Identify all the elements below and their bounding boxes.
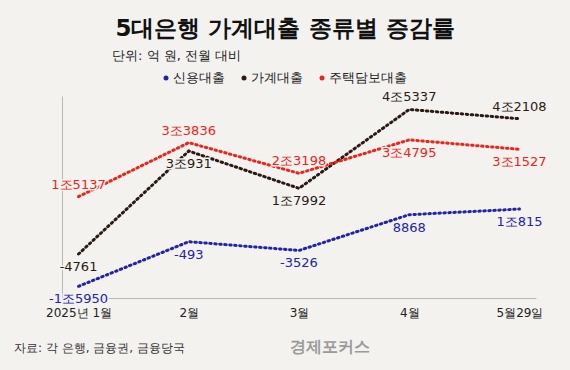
series-line — [79, 140, 520, 197]
x-tick: 2월 — [179, 298, 199, 320]
legend-label: 신용대출 — [173, 70, 225, 85]
data-label: -493 — [174, 247, 204, 262]
x-tick-label: 2월 — [179, 306, 199, 320]
data-label: 1조7992 — [272, 193, 326, 208]
source: 자료: 각 은행, 금융권, 금융당국 — [14, 341, 185, 355]
x-tick: 5월29일 — [497, 298, 544, 320]
plot-area — [79, 109, 520, 286]
data-label: 8868 — [393, 220, 426, 235]
legend-item: 가계대출 — [242, 70, 304, 85]
x-tick-label: 5월29일 — [497, 306, 544, 320]
data-label: 1조5137 — [51, 177, 105, 192]
data-label: 4조5337 — [382, 89, 436, 104]
chart: 5대은행 가계대출 종류별 증감률단위: 억 원, 전월 대비신용대출 가계대출 주… — [0, 0, 570, 370]
subtitle: 단위: 억 원, 전월 대비 — [112, 48, 241, 63]
data-label: 3조1527 — [492, 154, 546, 169]
data-label: -1조5950 — [49, 291, 108, 306]
legend-item: 주택담보대출 — [320, 70, 408, 85]
legend-label: 가계대출 — [251, 70, 303, 85]
legend-swatch — [164, 76, 169, 81]
data-label: -3526 — [280, 255, 318, 270]
data-labels: -1조5950 -493 -3526 8868 1조815 -4761 3조931 1조799… — [49, 89, 547, 306]
legend-swatch — [242, 76, 247, 81]
series-line — [79, 209, 520, 286]
credit: 경제포커스 — [290, 337, 370, 356]
data-label: 2조3198 — [272, 153, 326, 168]
x-tick-label: 2025년 1월 — [46, 306, 112, 320]
data-label: 1조815 — [496, 214, 542, 229]
data-label: 3조4795 — [382, 145, 436, 160]
data-label: 3조3836 — [162, 123, 216, 138]
data-label: -4761 — [60, 259, 98, 274]
legend-swatch — [320, 76, 325, 81]
x-axis-line — [63, 298, 537, 299]
data-label: 3조931 — [166, 156, 212, 171]
x-tick-label: 3월 — [290, 306, 310, 320]
title: 5대은행 가계대출 종류별 증감률 — [115, 15, 454, 41]
series-line — [79, 109, 520, 254]
legend-label: 주택담보대출 — [329, 70, 407, 85]
data-label: 4조2108 — [492, 99, 546, 114]
legend-item: 신용대출 — [164, 70, 226, 85]
background — [0, 0, 570, 370]
x-axis: 2025년 1월 2월 3월 4월 5월29일 — [46, 298, 543, 320]
legend: 신용대출 가계대출 주택담보대출 — [164, 70, 408, 85]
x-tick-label: 4월 — [400, 306, 420, 320]
x-tick: 4월 — [400, 298, 420, 320]
x-tick: 3월 — [290, 298, 310, 320]
